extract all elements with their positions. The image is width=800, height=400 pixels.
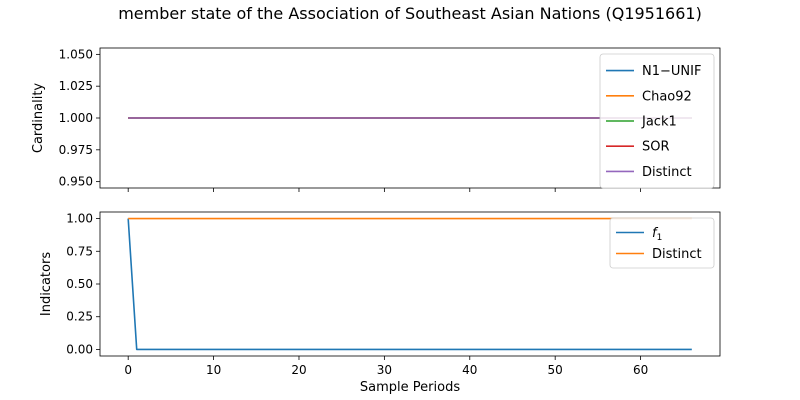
legend-entry: Distinct <box>642 165 692 180</box>
y-tick-label: 1.00 <box>66 212 93 226</box>
x-tick-label: 20 <box>291 363 306 377</box>
legend-box <box>609 217 715 269</box>
legend: N1−UNIF Chao92 Jack1 SOR Distinct <box>599 53 715 189</box>
legend-entry: Chao92 <box>642 89 692 104</box>
legend-box <box>599 53 715 189</box>
legend: f1 Distinct <box>609 217 715 269</box>
y-tick-label: 1.025 <box>59 79 93 93</box>
x-tick-label: 50 <box>548 363 563 377</box>
y-axis-label: Cardinality <box>31 83 46 154</box>
x-tick-label: 10 <box>206 363 221 377</box>
chart-panel-2: 0 10 20 30 40 50 60 0.00 0.25 0.50 0.75 1.00 Indicat… <box>39 212 721 395</box>
legend-entry: Jack1 <box>641 115 677 130</box>
y-tick-label: 0.50 <box>66 277 93 291</box>
y-tick-label: 0.25 <box>66 310 93 324</box>
y-tick-label: 0.75 <box>66 244 93 258</box>
legend-entry: Distinct <box>652 247 702 262</box>
x-tick-label: 0 <box>124 363 132 377</box>
x-axis-label: Sample Periods <box>360 380 460 395</box>
legend-entry: N1−UNIF <box>642 64 701 79</box>
y-tick-label: 1.050 <box>59 47 93 61</box>
y-tick-label: 0.950 <box>59 175 93 189</box>
chart-panel-1: 0.950 0.975 1.000 1.025 1.050 Cardinality N1−U… <box>31 47 721 192</box>
y-tick-label: 0.975 <box>59 143 93 157</box>
legend-entry: SOR <box>642 140 670 155</box>
x-tick-label: 60 <box>633 363 648 377</box>
series-line-1 <box>127 218 692 351</box>
series-lines <box>127 217 692 351</box>
y-tick-label: 0.00 <box>66 342 93 356</box>
x-tick-label: 40 <box>462 363 477 377</box>
legend-entry: f1 <box>652 226 662 243</box>
x-tick-label: 30 <box>377 363 392 377</box>
figure-title: member state of the Association of South… <box>118 4 702 23</box>
y-tick-label: 1.000 <box>59 111 93 125</box>
y-axis-label: Indicators <box>39 252 54 316</box>
